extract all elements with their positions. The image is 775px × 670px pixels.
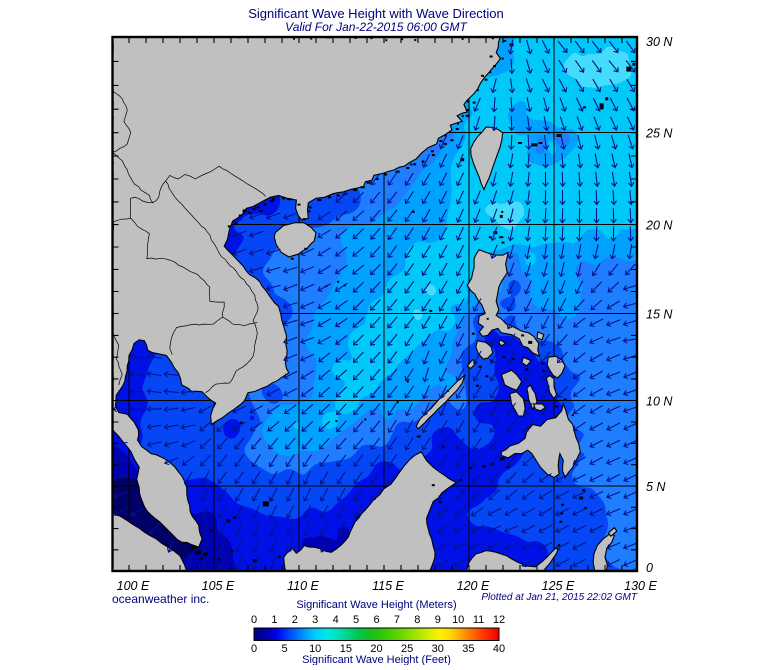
svg-text:0: 0 [251,643,257,655]
svg-text:11: 11 [473,614,484,626]
svg-text:oceanweather inc.: oceanweather inc. [112,592,209,606]
svg-text:6: 6 [373,614,379,626]
svg-text:12: 12 [493,614,505,626]
svg-text:5 N: 5 N [646,480,666,494]
svg-text:30 N: 30 N [646,35,673,49]
svg-text:8: 8 [414,614,420,626]
svg-text:9: 9 [435,614,441,626]
svg-text:5: 5 [353,614,359,626]
svg-text:30: 30 [432,643,444,655]
svg-text:7: 7 [394,614,400,626]
svg-text:Significant Wave Height (Meter: Significant Wave Height (Meters) [296,599,456,611]
svg-text:5: 5 [282,643,288,655]
svg-text:120 E: 120 E [457,579,490,593]
svg-text:Plotted at Jan 21, 2015 22:02: Plotted at Jan 21, 2015 22:02 GMT [481,592,638,603]
svg-text:100 E: 100 E [117,579,150,593]
svg-text:20: 20 [370,643,382,655]
svg-text:25: 25 [401,643,413,655]
svg-text:40: 40 [493,643,505,655]
svg-text:115 E: 115 E [372,579,404,593]
svg-text:Significant Wave Height (Feet): Significant Wave Height (Feet) [302,654,451,665]
svg-text:1: 1 [271,614,277,626]
svg-text:130 E: 130 E [624,579,657,593]
svg-text:15: 15 [340,643,352,655]
svg-text:0: 0 [646,561,653,575]
svg-text:20 N: 20 N [645,219,673,233]
svg-text:10 N: 10 N [646,395,673,409]
svg-text:2: 2 [292,614,298,626]
svg-text:4: 4 [333,614,339,626]
svg-text:3: 3 [312,614,318,626]
svg-text:25 N: 25 N [645,127,673,141]
svg-text:10: 10 [309,643,321,655]
svg-text:15 N: 15 N [646,308,673,322]
svg-text:0: 0 [251,614,257,626]
svg-text:105 E: 105 E [202,579,235,593]
svg-text:Valid For Jan-22-2015 06:00 GM: Valid For Jan-22-2015 06:00 GMT [285,20,468,34]
svg-text:10: 10 [452,614,464,626]
svg-text:Significant Wave Height with W: Significant Wave Height with Wave Direct… [248,6,504,21]
svg-text:35: 35 [462,643,474,655]
svg-text:125 E: 125 E [542,579,575,593]
svg-text:110 E: 110 E [287,579,319,593]
